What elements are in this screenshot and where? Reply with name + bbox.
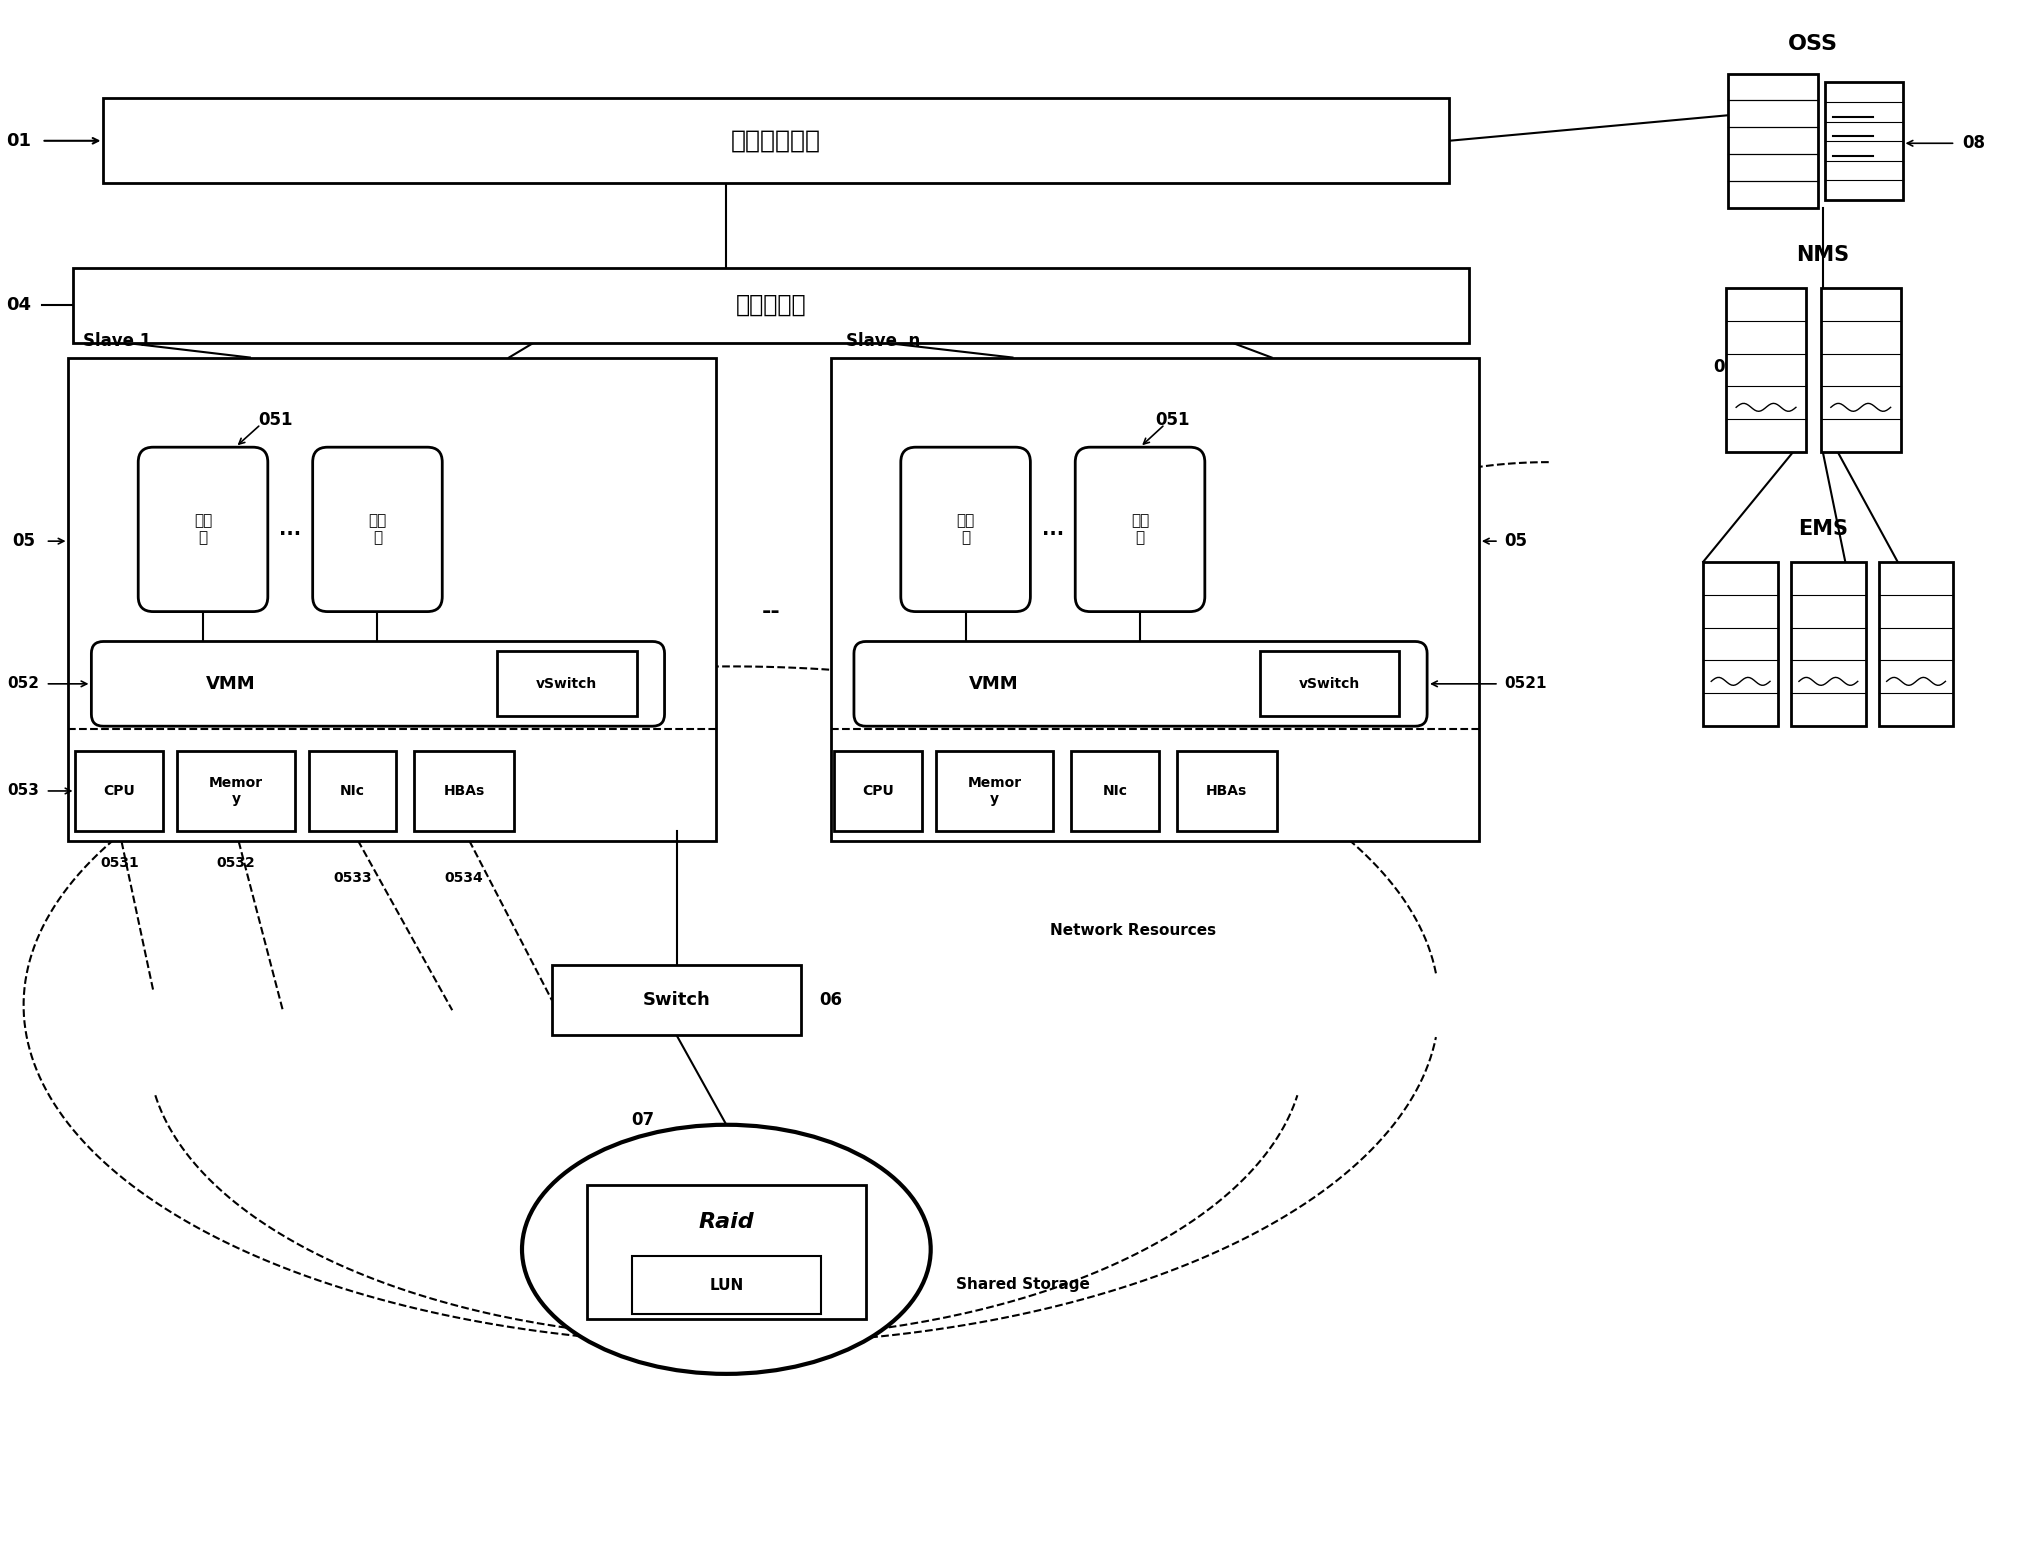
Text: VMM: VMM [969, 674, 1018, 693]
Text: Memor
y: Memor y [209, 776, 264, 805]
Bar [1792, 562, 1865, 726]
FancyBboxPatch shape [1074, 446, 1204, 612]
Text: 07: 07 [632, 1111, 655, 1129]
Bar [1259, 651, 1399, 716]
Bar [497, 651, 636, 716]
Text: OSS: OSS [1788, 34, 1838, 53]
Text: 虚拟
机: 虚拟 机 [369, 514, 387, 546]
Text: 051: 051 [257, 411, 292, 429]
Text: Switch: Switch [643, 991, 709, 1010]
Bar [103, 98, 1449, 183]
Text: 0532: 0532 [217, 855, 255, 869]
Bar [1070, 751, 1159, 830]
Bar [69, 357, 716, 841]
Bar [1879, 562, 1954, 726]
Text: 06: 06 [819, 991, 841, 1010]
FancyBboxPatch shape [138, 446, 268, 612]
Text: HBAs: HBAs [444, 784, 484, 798]
Text: 0533: 0533 [332, 871, 371, 885]
Text: HBAs: HBAs [1206, 784, 1247, 798]
Bar [1703, 562, 1778, 726]
Text: vSwitch: vSwitch [537, 677, 598, 692]
Bar [1178, 751, 1277, 830]
Text: --: -- [762, 601, 780, 621]
Text: 虚拟
机: 虚拟 机 [1131, 514, 1149, 546]
FancyBboxPatch shape [853, 642, 1427, 726]
Text: 09: 09 [1713, 359, 1737, 376]
Bar [551, 965, 801, 1035]
Bar [176, 751, 294, 830]
Text: vSwitch: vSwitch [1299, 677, 1360, 692]
Text: 08: 08 [1962, 134, 1984, 153]
Bar [1824, 83, 1903, 200]
Text: 10: 10 [1703, 632, 1727, 651]
Bar [1820, 287, 1901, 453]
Text: ...: ... [1042, 520, 1064, 539]
Ellipse shape [523, 1125, 930, 1374]
Text: NIc: NIc [1103, 784, 1127, 798]
Text: 主管理程序: 主管理程序 [736, 293, 807, 317]
Text: CPU: CPU [103, 784, 136, 798]
Text: LUN: LUN [709, 1278, 744, 1293]
Text: 0531: 0531 [99, 855, 138, 869]
FancyBboxPatch shape [91, 642, 665, 726]
Bar [308, 751, 397, 830]
Text: 虚拟
机: 虚拟 机 [195, 514, 213, 546]
Bar [73, 268, 1470, 342]
Bar [632, 1257, 821, 1314]
Text: ...: ... [280, 520, 302, 539]
Bar [936, 751, 1054, 830]
Text: Network Resources: Network Resources [1050, 923, 1216, 938]
Text: 05: 05 [12, 532, 34, 549]
Text: 05: 05 [1504, 532, 1526, 549]
Text: Shared Storage: Shared Storage [955, 1277, 1088, 1291]
Text: Slave  n: Slave n [845, 331, 920, 350]
Text: Raid: Raid [699, 1213, 754, 1232]
Bar [75, 751, 162, 830]
Text: EMS: EMS [1798, 518, 1849, 539]
Text: VMM: VMM [207, 674, 255, 693]
FancyBboxPatch shape [312, 446, 442, 612]
Bar [1727, 287, 1806, 453]
FancyBboxPatch shape [900, 446, 1030, 612]
Bar [833, 751, 922, 830]
Text: 052: 052 [8, 676, 41, 692]
Text: CPU: CPU [861, 784, 894, 798]
Bar [831, 357, 1480, 841]
Text: 服务交付平台: 服务交付平台 [732, 130, 821, 153]
Text: NIc: NIc [341, 784, 365, 798]
Text: Slave 1: Slave 1 [83, 331, 152, 350]
Bar [414, 751, 515, 830]
Text: Memor
y: Memor y [967, 776, 1022, 805]
Bar [1729, 73, 1818, 208]
Text: 04: 04 [6, 297, 30, 314]
Text: 01: 01 [6, 131, 30, 150]
Text: NMS: NMS [1796, 245, 1849, 265]
Text: 051: 051 [1155, 411, 1190, 429]
Text: 虚拟
机: 虚拟 机 [957, 514, 975, 546]
Bar [586, 1185, 866, 1319]
Text: 0521: 0521 [1504, 676, 1547, 692]
Text: 0534: 0534 [444, 871, 484, 885]
Text: 053: 053 [8, 784, 41, 799]
